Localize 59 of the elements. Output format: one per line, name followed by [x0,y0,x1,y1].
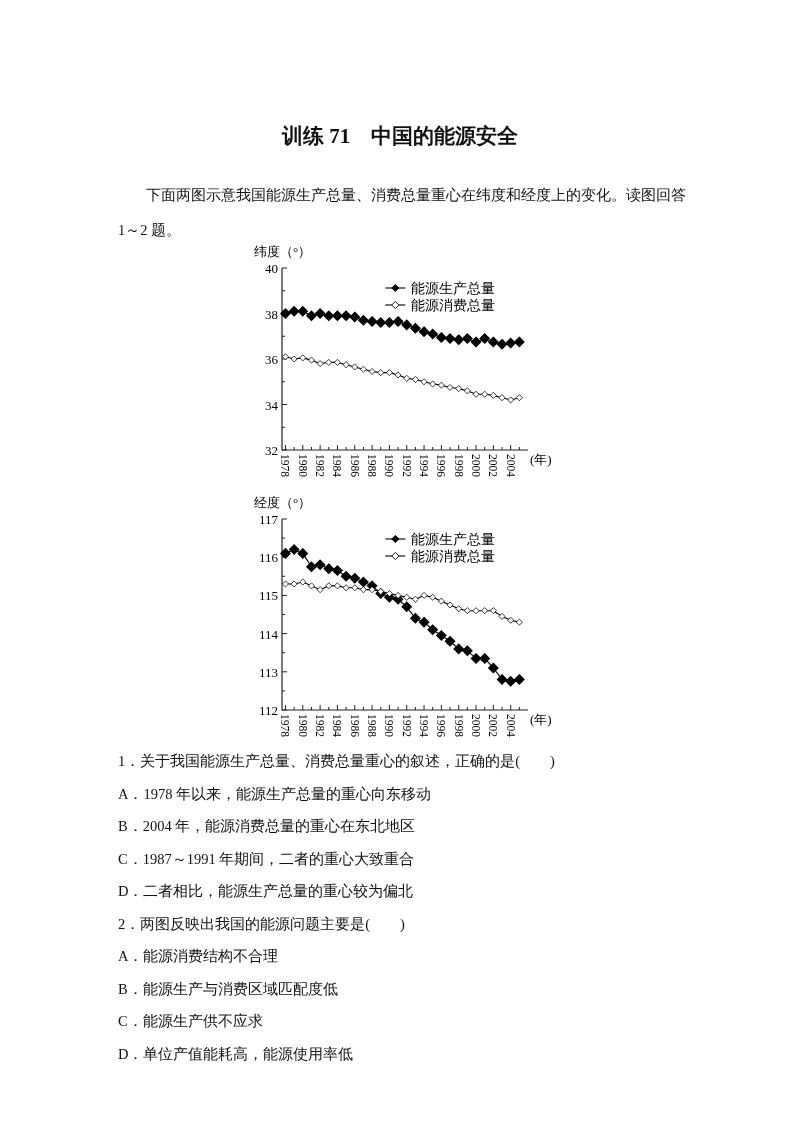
x-tick-label: 2002 [487,454,500,478]
x-tick-label: 1986 [348,454,361,478]
x-tick-label: 2004 [504,714,517,738]
x-tick-label: 2000 [470,714,483,738]
x-tick-label: 2002 [487,714,500,738]
legend-label: 能源消费总量 [411,298,496,313]
text: D．单位产值能耗高，能源使用率低 [118,1044,355,1064]
text: A．能源消费结构不合理 [118,947,280,966]
x-tick-label: 1986 [348,714,361,738]
x-tick-label: 1988 [366,454,379,478]
y-tick-label: 112 [258,703,278,718]
x-axis-title: (年) [530,712,552,727]
x-tick-label: 1994 [418,714,431,738]
y-tick-label: 34 [265,397,279,413]
y-axis-title: 纬度（°） [254,244,312,259]
legend-label: 能源生产总量 [411,532,496,547]
chart-title: 训练 71 中国的能源安全 [280,123,520,150]
x-tick-label: 1980 [296,714,309,738]
y-tick-label: 117 [258,512,279,527]
x-tick-label: 1992 [400,454,413,478]
text: C．能源生产供不应求 [118,1012,264,1031]
y-tick-label: 114 [258,626,279,642]
x-tick-label: 2004 [504,454,517,478]
x-tick-label: 1978 [279,454,292,478]
x-tick-label: 1990 [383,714,396,738]
x-tick-label: 1982 [314,454,327,478]
x-tick-label: 1988 [366,714,379,738]
text: B．2004 年，能源消费总量的重心在东北地区 [118,817,417,836]
text: D．二者相比，能源生产总量的重心较为偏北 [118,882,415,901]
text: B．能源生产与消费区域匹配度低 [118,979,339,999]
x-tick-label: 1980 [296,454,309,478]
text: A．1978 年以来，能源生产总量的重心向东移动 [118,784,433,804]
x-axis-title: (年) [530,452,552,467]
y-tick-label: 113 [258,664,278,680]
x-tick-label: 1982 [314,714,327,738]
text: C．1987～1991 年期间，二者的重心大致重合 [118,849,416,869]
y-axis-title: 经度（°） [254,495,312,510]
text: 下面两图示意我国能源生产总量、消费总量重心在纬度和经度上的变化。读图回答 1～2 题。 [118,187,686,238]
x-tick-label: 1996 [435,714,448,738]
y-tick-label: 115 [258,588,278,604]
legend-label: 能源消费总量 [411,549,496,564]
text: 1．关于我国能源生产总量、消费总量重心的叙述，正确的是( ) [118,752,556,771]
x-tick-label: 1984 [331,714,344,738]
x-tick-label: 1984 [331,454,344,478]
x-tick-label: 1994 [418,454,431,478]
y-tick-label: 116 [258,550,279,566]
y-tick-label: 36 [265,352,279,367]
y-tick-label: 40 [265,261,278,276]
x-tick-label: 1998 [452,454,465,478]
x-tick-label: 2000 [470,454,483,478]
text: 2．两图反映出我国的能源问题主要是( ) [118,914,406,934]
legend-label: 能源生产总量 [411,281,496,296]
y-tick-label: 38 [265,306,278,322]
x-tick-label: 1996 [435,454,448,478]
x-tick-label: 1990 [383,454,396,478]
y-tick-label: 32 [265,443,278,458]
x-tick-label: 1998 [452,714,465,738]
x-tick-label: 1992 [400,714,413,738]
x-tick-label: 1978 [279,714,292,738]
